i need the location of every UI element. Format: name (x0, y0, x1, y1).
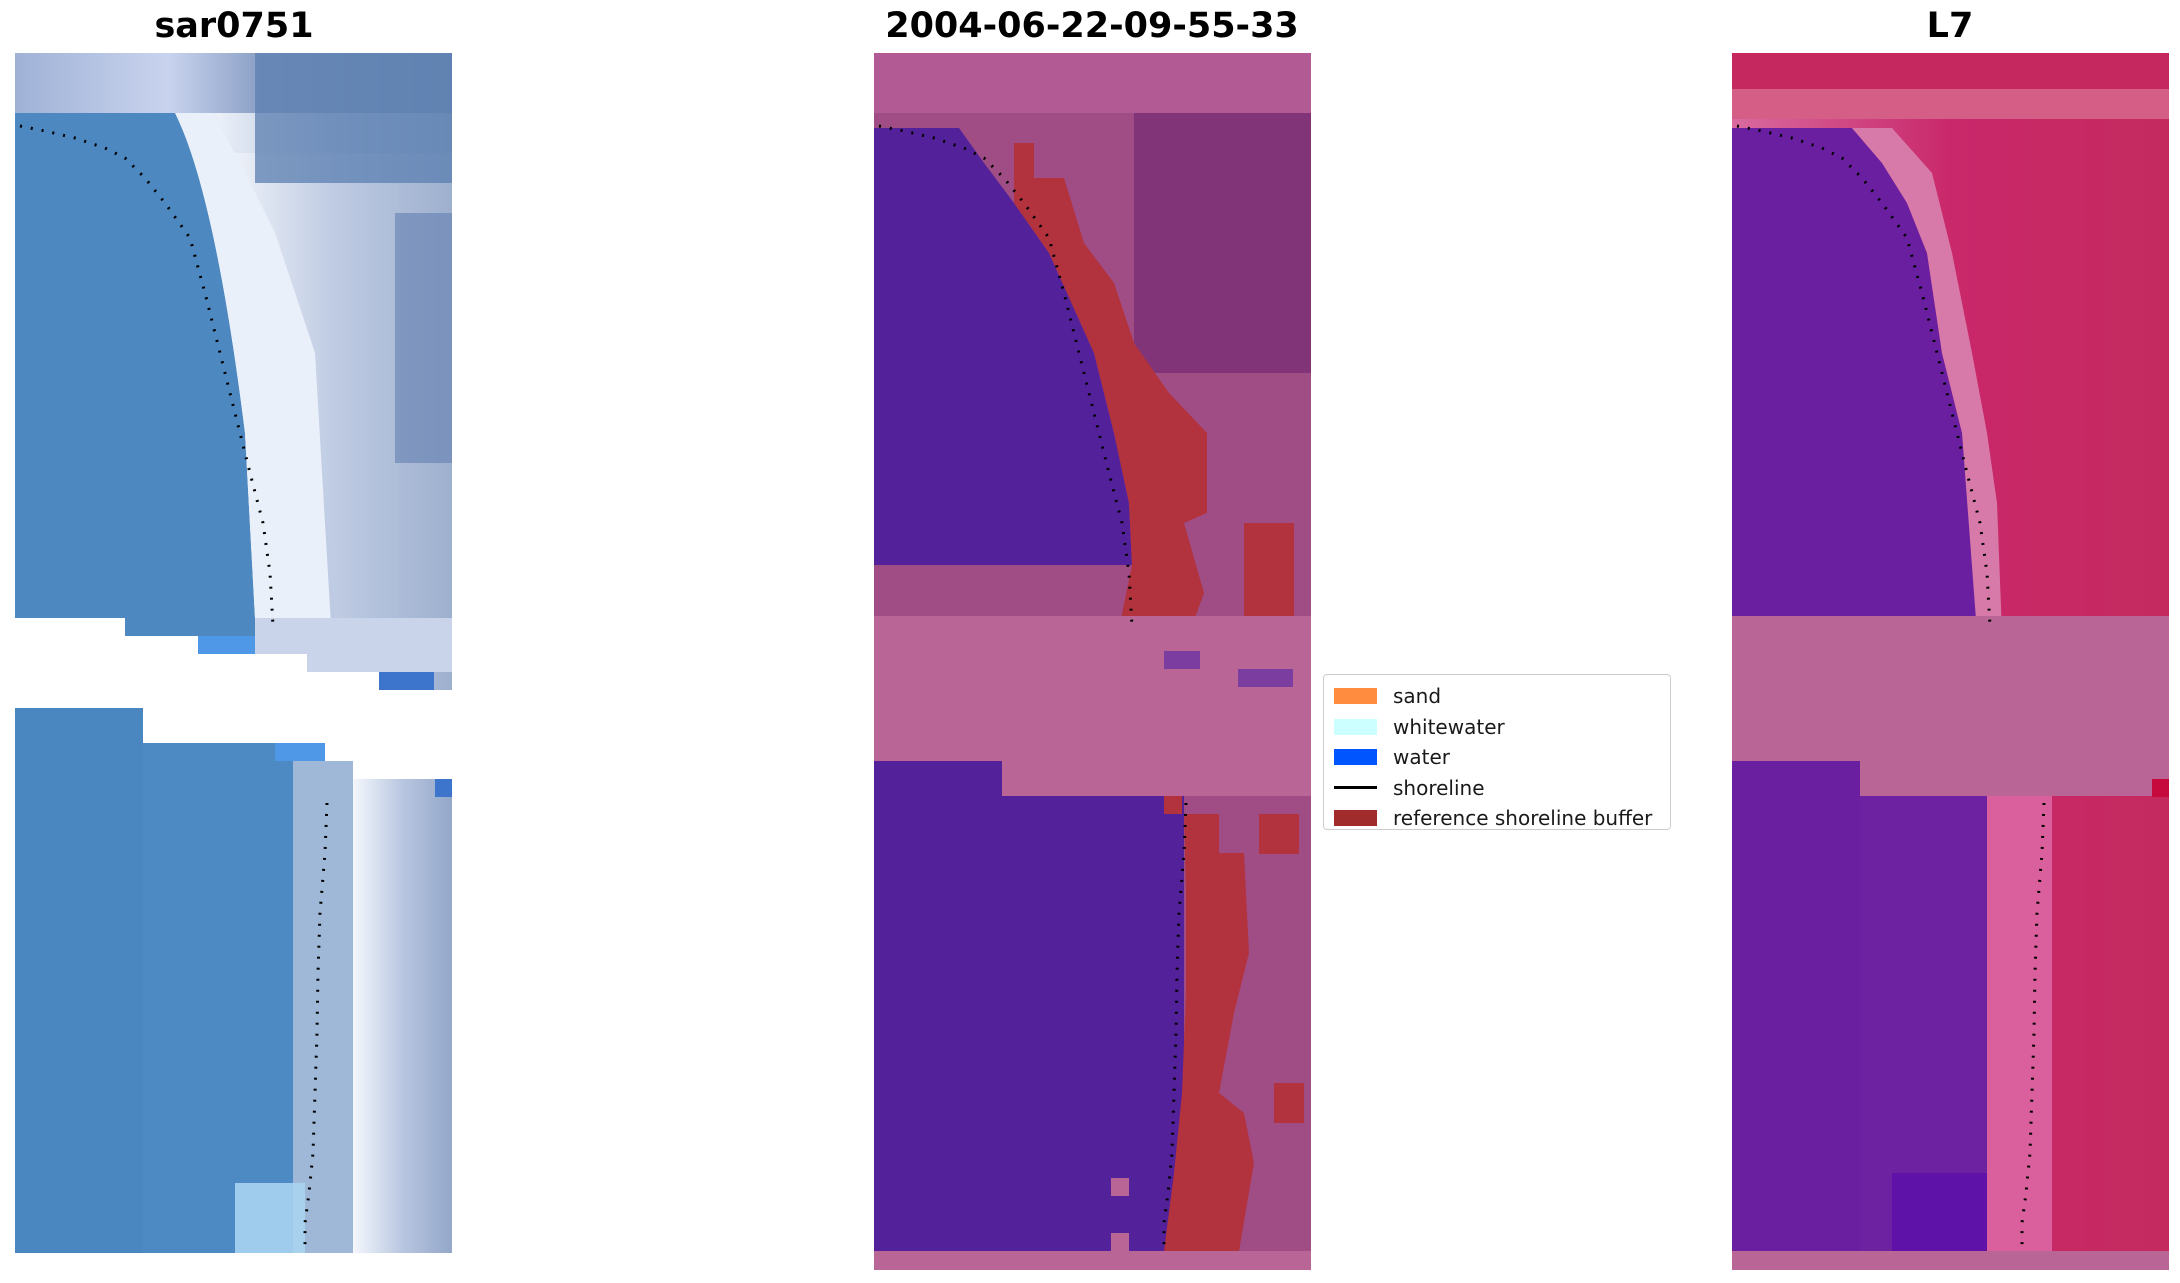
legend: sand whitewater water shoreline referenc… (1323, 674, 1671, 830)
whitewater-swatch (1334, 718, 1377, 735)
legend-label: sand (1393, 684, 1442, 709)
legend-item-buffer: reference shoreline buffer (1334, 803, 1670, 834)
shoreline-swatch (1334, 786, 1377, 790)
water-region-bottom (15, 708, 143, 1253)
legend-item-whitewater: whitewater (1334, 712, 1670, 743)
sand-swatch (1334, 688, 1377, 705)
buffer-swatch (1334, 810, 1377, 827)
legend-item-sand: sand (1334, 681, 1670, 712)
legend-label: shoreline (1393, 775, 1485, 800)
right-panel-title: L7 (1926, 6, 1974, 46)
legend-item-shoreline: shoreline (1334, 773, 1670, 804)
shoreline-points-top (19, 124, 275, 627)
rgb-image-panel (15, 53, 452, 1253)
water-region-top (1732, 128, 1980, 618)
shoreline-points-top (878, 124, 1134, 627)
legend-item-water: water (1334, 742, 1670, 773)
water-class-top (874, 128, 1132, 565)
water-region-bottom (1732, 761, 1860, 1251)
shoreline-points-top (1736, 124, 1992, 627)
classification-panel (874, 53, 1311, 1270)
legend-label: reference shoreline buffer (1393, 806, 1653, 831)
false-color-panel (1732, 53, 2169, 1270)
water-region-top (15, 113, 255, 618)
buffer-top (1014, 143, 1207, 653)
legend-label: whitewater (1393, 714, 1505, 739)
left-panel-title: sar0751 (154, 6, 314, 46)
buffer-bottom (1164, 814, 1254, 1251)
water-class-bottom (874, 761, 1002, 1251)
nodata-band-top (1732, 616, 2169, 706)
water-swatch (1334, 749, 1377, 766)
middle-panel-title: 2004-06-22-09-55-33 (885, 6, 1299, 46)
nodata-band-top (874, 616, 1311, 706)
legend-label: water (1393, 745, 1450, 770)
